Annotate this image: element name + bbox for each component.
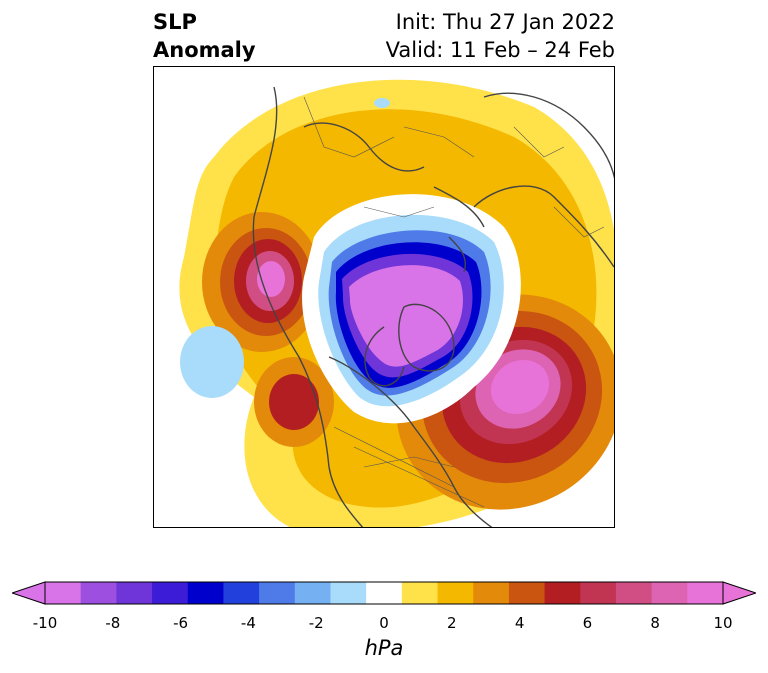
- colorbar-segment: [294, 582, 331, 604]
- map-edge-gap: [154, 272, 160, 322]
- colorbar-segment: [223, 582, 260, 604]
- colorbar-tick-label: -8: [105, 614, 121, 632]
- positive-anomaly-field: [179, 79, 614, 527]
- colorbar-segment: [615, 582, 653, 604]
- colorbar-tick-label: 2: [447, 614, 457, 632]
- colorbar-tick-label: -10: [32, 614, 58, 632]
- negative-anomaly-field: [180, 98, 521, 424]
- colorbar-tick-label: 6: [582, 614, 593, 632]
- colorbar-extend-low: [12, 581, 46, 605]
- colorbar: [12, 581, 756, 605]
- title-field: Anomaly: [153, 38, 256, 62]
- colorbar-segment: [508, 582, 546, 604]
- colorbar-tick-label: 0: [379, 614, 389, 632]
- colorbar-segment: [544, 582, 581, 604]
- colorbar-extend-high: [722, 581, 756, 605]
- slp-anomaly-map: [153, 66, 615, 528]
- title-variable: SLP: [153, 10, 197, 34]
- map-svg: [154, 79, 614, 527]
- colorbar-tick-label: 10: [713, 614, 733, 632]
- valid-range-label: Valid: 11 Feb – 24 Feb: [385, 38, 615, 62]
- colorbar-tick-label: 8: [650, 614, 660, 632]
- init-date-label: Init: Thu 27 Jan 2022: [395, 10, 615, 34]
- colorbar-segment: [366, 582, 403, 604]
- colorbar-tick-label: -6: [173, 614, 189, 632]
- colorbar-segment: [80, 582, 117, 604]
- colorbar-segment: [330, 582, 367, 604]
- colorbar-segment: [116, 582, 153, 604]
- colorbar-segment: [437, 582, 474, 604]
- colorbar-frame: [44, 581, 724, 605]
- colorbar-segment: [45, 582, 82, 604]
- colorbar-segment: [187, 582, 224, 604]
- colorbar-segment: [259, 582, 296, 604]
- coastlines: [252, 86, 614, 527]
- colorbar-segment: [401, 582, 439, 604]
- colorbar-tick-label: -4: [240, 614, 256, 632]
- colorbar-segment: [651, 582, 688, 604]
- colorbar-tick-label: 4: [514, 614, 525, 632]
- colorbar-segment: [580, 582, 617, 604]
- colorbar-unit-label: hPa: [364, 636, 404, 660]
- colorbar-tick-label: -2: [308, 614, 324, 632]
- colorbar-segment: [473, 582, 510, 604]
- colorbar-segment: [687, 582, 724, 604]
- colorbar-segment: [152, 582, 189, 604]
- political-borders: [303, 96, 605, 508]
